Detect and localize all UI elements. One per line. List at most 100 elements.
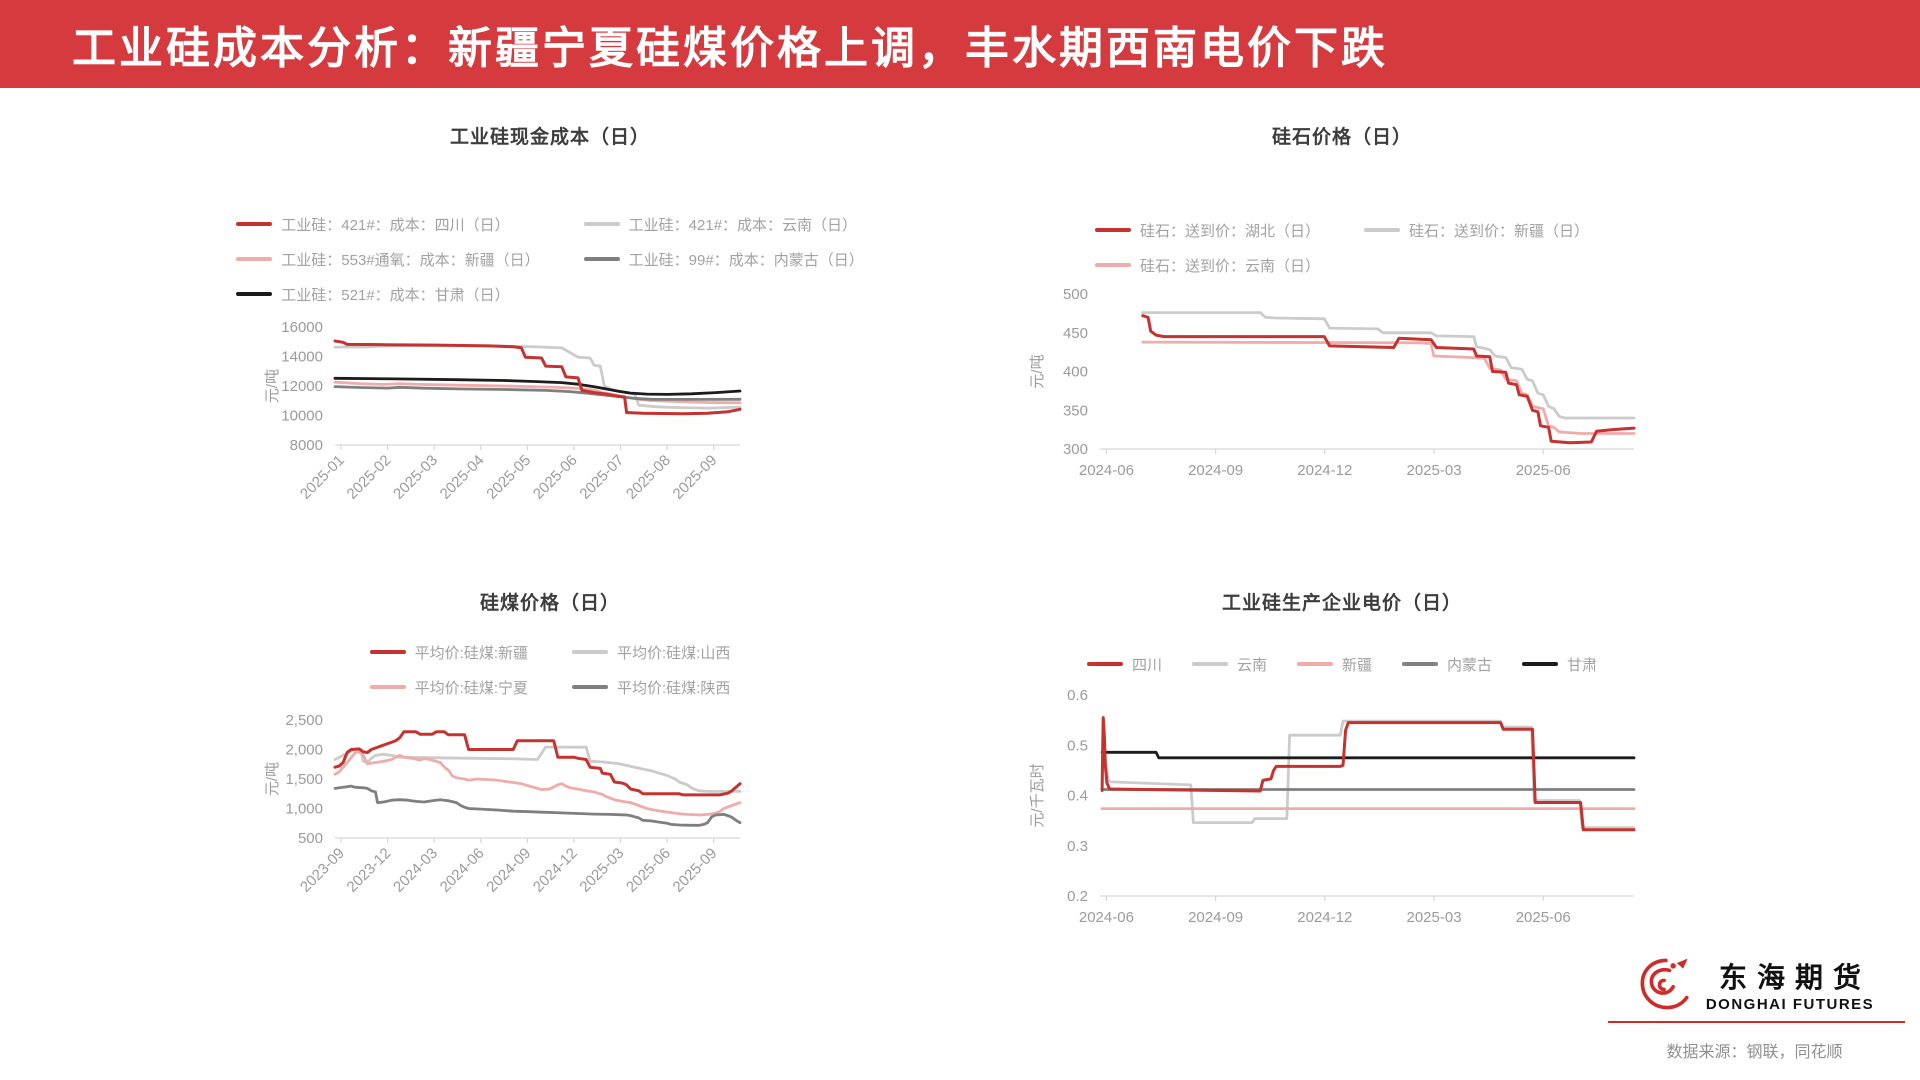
data-series-line xyxy=(333,376,742,396)
svg-text:2024-12: 2024-12 xyxy=(1297,462,1352,479)
brand-name-chinese: 东海期货 xyxy=(1718,962,1871,994)
svg-text:2,000: 2,000 xyxy=(285,741,323,758)
data-series-line xyxy=(1100,715,1636,831)
legend-swatch xyxy=(1296,662,1333,666)
chart-title: 硅石价格（日） xyxy=(1271,127,1412,148)
svg-text:2025-06: 2025-06 xyxy=(1516,462,1571,479)
svg-text:2025-02: 2025-02 xyxy=(344,451,395,502)
legend-swatch xyxy=(1094,263,1131,267)
data-series-line xyxy=(1141,340,1636,435)
chart-canvas: 2024-06 2024-09 2024-12 2025-03 2025-06 500 45… xyxy=(1029,286,1636,479)
legend-item: 硅石：送到价：新疆（日） xyxy=(1364,220,1589,241)
data-series-line xyxy=(333,750,742,816)
legend-label: 工业硅：421#：成本：云南（日） xyxy=(628,216,858,234)
svg-text:0.6: 0.6 xyxy=(1067,687,1088,704)
legend-item: 工业硅：553#通氧：成本：新疆（日） xyxy=(236,249,540,270)
legend-label: 工业硅：99#：成本：内蒙古（日） xyxy=(628,251,864,269)
svg-text:0.3: 0.3 xyxy=(1067,837,1088,854)
svg-text:2024-09: 2024-09 xyxy=(1188,462,1243,479)
chart-card-silicon-coal-price: 硅煤价格（日） 平均价:硅煤:新疆 平均价:硅煤:山西 平均价:硅煤:宁夏 平均价:硅… xyxy=(210,588,890,944)
svg-text:2025-08: 2025-08 xyxy=(623,451,674,502)
data-series-line xyxy=(333,745,742,793)
svg-text:元/吨: 元/吨 xyxy=(1029,354,1046,388)
svg-text:2025-03: 2025-03 xyxy=(1406,909,1461,926)
data-series-line xyxy=(333,784,742,827)
legend-item: 工业硅：421#：成本：云南（日） xyxy=(583,214,858,235)
chart-card-electricity-price: 工业硅生产企业电价（日） 四川 云南 新疆 内蒙古 甘肃 2024-06 2024-09 2… xyxy=(1022,588,1662,935)
dragon-logo-icon xyxy=(1640,958,1689,1010)
legend-swatch xyxy=(1086,662,1123,666)
chart-title: 硅煤价格（日） xyxy=(479,593,620,614)
svg-text:2025-03: 2025-03 xyxy=(576,844,627,895)
svg-text:2024-12: 2024-12 xyxy=(530,844,581,895)
svg-text:2024-06: 2024-06 xyxy=(1079,909,1134,926)
legend-swatch xyxy=(583,257,620,261)
legend-swatch xyxy=(1364,228,1400,232)
legend-label: 工业硅：421#：成本：四川（日） xyxy=(281,216,510,234)
svg-text:元/吨: 元/吨 xyxy=(264,368,281,402)
legend-label: 硅石：送到价：湖北（日） xyxy=(1139,222,1320,240)
legend-swatch xyxy=(572,650,608,654)
legend-item: 硅石：送到价：湖北（日） xyxy=(1094,220,1320,241)
svg-text:1,000: 1,000 xyxy=(285,800,323,817)
chart-title: 工业硅现金成本（日） xyxy=(449,127,650,148)
svg-text:8000: 8000 xyxy=(290,437,323,454)
page-title: 工业硅成本分析：新疆宁夏硅煤价格上调，丰水期西南电价下跌 xyxy=(72,24,1388,73)
data-series-line xyxy=(1141,310,1636,419)
legend-label: 内蒙古 xyxy=(1447,656,1493,674)
legend-label: 四川 xyxy=(1131,656,1162,674)
chart-canvas: 2024-06 2024-09 2024-12 2025-03 2025-06 0.6 0.… xyxy=(1029,687,1636,926)
svg-text:16000: 16000 xyxy=(281,319,323,336)
svg-text:350: 350 xyxy=(1063,402,1088,419)
chart-legend: 平均价:硅煤:新疆 平均价:硅煤:山西 平均价:硅煤:宁夏 平均价:硅煤:陕西 xyxy=(369,642,730,698)
svg-text:2023-09: 2023-09 xyxy=(297,844,348,895)
legend-swatch xyxy=(1402,662,1438,666)
legend-swatch xyxy=(1522,662,1559,666)
data-source-note: 数据来源：钢联，同花顺 xyxy=(1666,1044,1843,1061)
legend-item: 云南 xyxy=(1191,654,1267,675)
chart-card-silica-price: 硅石价格（日） 硅石：送到价：湖北（日） 硅石：送到价：新疆（日） 硅石：送到价：云… xyxy=(1022,122,1662,489)
legend-label: 平均价:硅煤:新疆 xyxy=(414,644,528,662)
legend-item: 工业硅：421#：成本：四川（日） xyxy=(236,214,510,235)
svg-text:2025-06: 2025-06 xyxy=(530,451,581,502)
legend-item: 平均价:硅煤:陕西 xyxy=(572,677,730,698)
svg-text:2025-05: 2025-05 xyxy=(483,451,534,502)
data-series-line xyxy=(333,339,742,415)
legend-swatch xyxy=(369,650,406,654)
brand-logo: 东海期货 DONGHAI FUTURES xyxy=(1605,952,1905,1016)
legend-label: 平均价:硅煤:山西 xyxy=(617,644,731,662)
legend-swatch xyxy=(1191,662,1228,666)
data-series-line xyxy=(333,384,742,401)
svg-text:2025-04: 2025-04 xyxy=(437,451,488,502)
brand-name-english: DONGHAI FUTURES xyxy=(1705,995,1875,1013)
legend-label: 平均价:硅煤:陕西 xyxy=(617,679,731,697)
legend-item: 工业硅：99#：成本：内蒙古（日） xyxy=(583,249,864,270)
legend-item: 内蒙古 xyxy=(1402,654,1492,675)
chart-title: 工业硅生产企业电价（日） xyxy=(1221,593,1462,614)
svg-text:300: 300 xyxy=(1063,441,1088,458)
svg-text:14000: 14000 xyxy=(281,348,323,365)
svg-text:10000: 10000 xyxy=(281,407,323,424)
svg-text:2025-09: 2025-09 xyxy=(670,451,721,502)
svg-text:1,500: 1,500 xyxy=(285,771,323,788)
chart-card-silicon-cash-cost: 工业硅现金成本（日） 工业硅：421#：成本：四川（日） 工业硅：421#：成本：… xyxy=(210,122,890,551)
legend-item: 工业硅：521#：成本：甘肃（日） xyxy=(236,284,510,305)
chart-legend: 硅石：送到价：湖北（日） 硅石：送到价：新疆（日） 硅石：送到价：云南（日） xyxy=(1094,220,1589,276)
svg-text:元/千瓦时: 元/千瓦时 xyxy=(1029,763,1046,827)
svg-text:2025-06: 2025-06 xyxy=(1516,909,1571,926)
svg-text:2024-09: 2024-09 xyxy=(483,844,534,895)
legend-item: 甘肃 xyxy=(1522,654,1597,675)
legend-swatch xyxy=(369,685,406,689)
chart-legend: 工业硅：421#：成本：四川（日） 工业硅：421#：成本：云南（日） 工业硅：55… xyxy=(236,214,864,305)
legend-swatch xyxy=(583,222,620,226)
chart-canvas: 2025-012025-022025-032025-042025-052025-… xyxy=(264,319,742,502)
svg-text:450: 450 xyxy=(1063,324,1088,341)
svg-text:2024-09: 2024-09 xyxy=(1188,909,1243,926)
svg-text:2,500: 2,500 xyxy=(285,712,323,729)
brand-divider xyxy=(1608,1021,1905,1023)
legend-item: 四川 xyxy=(1086,654,1162,675)
legend-swatch xyxy=(1094,228,1131,232)
legend-item: 平均价:硅煤:山西 xyxy=(572,642,730,663)
svg-text:500: 500 xyxy=(298,830,323,847)
legend-swatch xyxy=(236,222,273,226)
